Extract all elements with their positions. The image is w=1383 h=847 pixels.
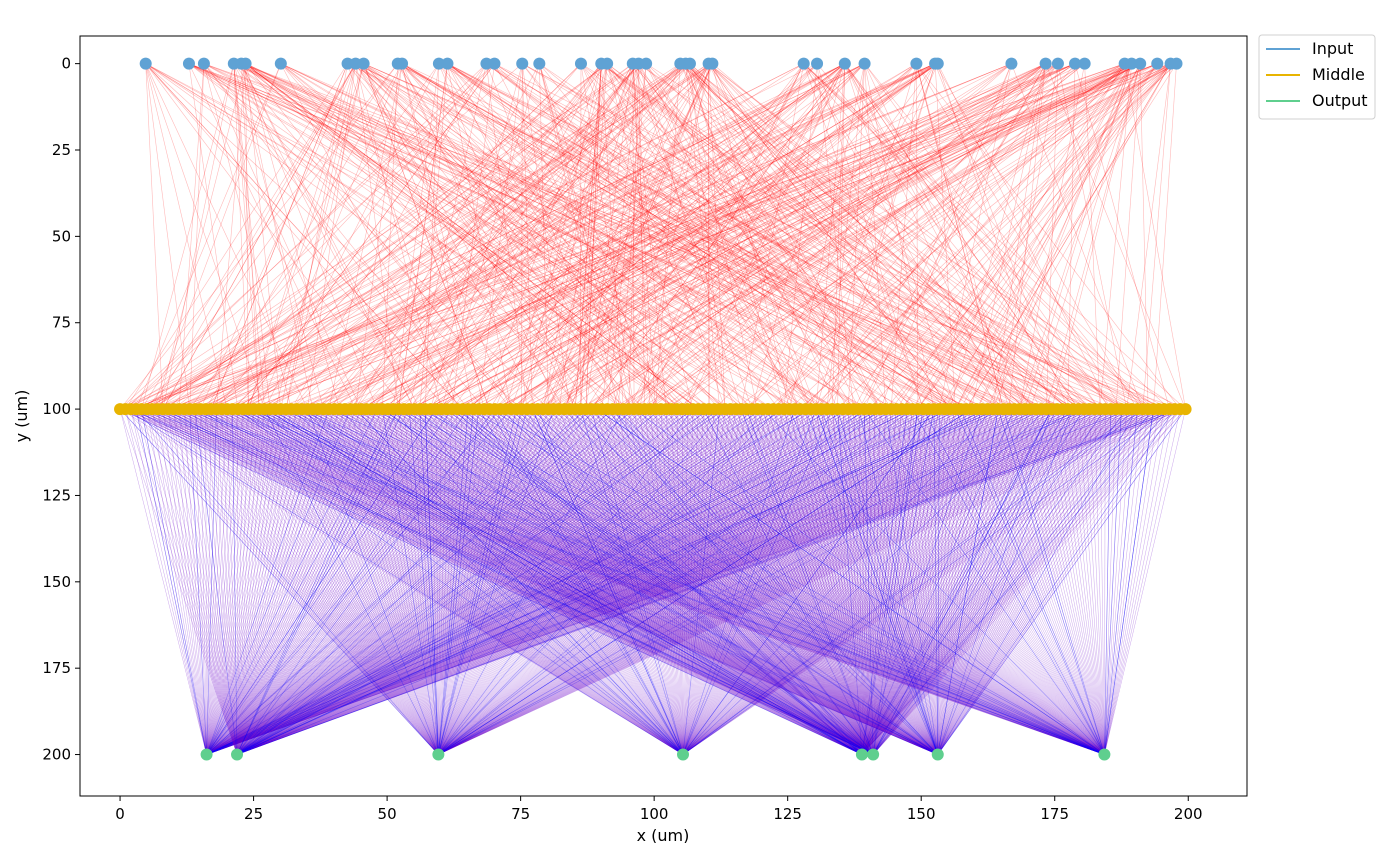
input-neuron-point xyxy=(640,58,652,70)
input-neuron-point xyxy=(488,58,500,70)
input-middle-connection xyxy=(232,64,580,409)
legend-label: Input xyxy=(1312,39,1353,58)
y-tick-label: 150 xyxy=(42,573,71,591)
x-tick-label: 50 xyxy=(378,805,397,823)
input-middle-connection xyxy=(152,64,281,409)
middle-output-connection xyxy=(1104,409,1158,754)
input-neuron-point xyxy=(706,58,718,70)
input-neuron-point xyxy=(183,58,195,70)
output-neuron-point xyxy=(432,749,444,761)
input-neuron-point xyxy=(910,58,922,70)
middle-output-connection xyxy=(1104,409,1132,754)
x-tick-label: 25 xyxy=(244,805,263,823)
input-neuron-point xyxy=(1170,58,1182,70)
y-tick-label: 0 xyxy=(61,55,71,73)
middle-output-connection xyxy=(131,409,237,754)
output-neuron-point xyxy=(1098,749,1110,761)
input-neuron-point xyxy=(1151,58,1163,70)
x-tick-label: 100 xyxy=(640,805,669,823)
y-tick-label: 175 xyxy=(42,659,71,677)
input-neuron-point xyxy=(1040,58,1052,70)
y-tick-label: 125 xyxy=(42,486,71,504)
y-tick-label: 200 xyxy=(42,746,71,764)
output-neuron-point xyxy=(856,749,868,761)
input-neuron-point xyxy=(275,58,287,70)
input-middle-connection xyxy=(146,64,190,409)
input-middle-connection xyxy=(1085,64,1100,409)
output-neuron-point xyxy=(677,749,689,761)
input-middle-connection xyxy=(511,64,1085,409)
input-neuron-point xyxy=(859,58,871,70)
middle-output-connection xyxy=(1104,409,1148,754)
y-tick-label: 50 xyxy=(52,227,71,245)
input-neuron-point xyxy=(1052,58,1064,70)
input-neuron-point xyxy=(575,58,587,70)
input-middle-connection xyxy=(1046,64,1140,409)
x-tick-label: 175 xyxy=(1040,805,1069,823)
input-middle-connection xyxy=(356,64,592,409)
input-neuron-point xyxy=(839,58,851,70)
y-tick-label: 100 xyxy=(42,400,71,418)
output-neuron-point xyxy=(231,749,243,761)
input-middle-connection xyxy=(146,64,163,409)
y-tick-label: 25 xyxy=(52,141,71,159)
middle-neuron-point xyxy=(1180,403,1192,415)
x-tick-label: 75 xyxy=(511,805,530,823)
input-middle-connection xyxy=(639,64,1100,409)
legend-label: Output xyxy=(1312,91,1368,110)
input-neuron-point xyxy=(198,58,210,70)
x-tick-label: 200 xyxy=(1174,805,1203,823)
legend: Input Middle Output xyxy=(1259,35,1375,119)
x-tick-label: 125 xyxy=(773,805,802,823)
input-neuron-point xyxy=(1079,58,1091,70)
output-neuron-point xyxy=(932,749,944,761)
y-axis-label: y (um) xyxy=(12,390,31,443)
input-middle-connection xyxy=(402,64,559,409)
input-neuron-point xyxy=(441,58,453,70)
input-neuron-point xyxy=(1005,58,1017,70)
output-neuron-point xyxy=(867,749,879,761)
input-neuron-point xyxy=(516,58,528,70)
input-middle-connection xyxy=(356,64,639,409)
output-neuron-point xyxy=(201,749,213,761)
input-neuron-point xyxy=(240,58,252,70)
x-tick-label: 0 xyxy=(115,805,125,823)
input-middle-connection xyxy=(348,64,1047,409)
input-neuron-point xyxy=(358,58,370,70)
input-neuron-point xyxy=(811,58,823,70)
middle-output-connection xyxy=(136,409,237,754)
input-neuron-point xyxy=(533,58,545,70)
input-neuron-point xyxy=(798,58,810,70)
input-neuron-point xyxy=(1134,58,1146,70)
input-neuron-point xyxy=(140,58,152,70)
legend-label: Middle xyxy=(1312,65,1365,84)
input-middle-connection xyxy=(1127,64,1171,409)
input-neuron-point xyxy=(684,58,696,70)
x-tick-label: 150 xyxy=(907,805,936,823)
input-neuron-point xyxy=(601,58,613,70)
middle-output-connection xyxy=(120,409,207,754)
y-tick-label: 75 xyxy=(52,314,71,332)
input-neuron-point xyxy=(932,58,944,70)
x-axis-label: x (um) xyxy=(637,826,690,843)
input-neuron-point xyxy=(396,58,408,70)
